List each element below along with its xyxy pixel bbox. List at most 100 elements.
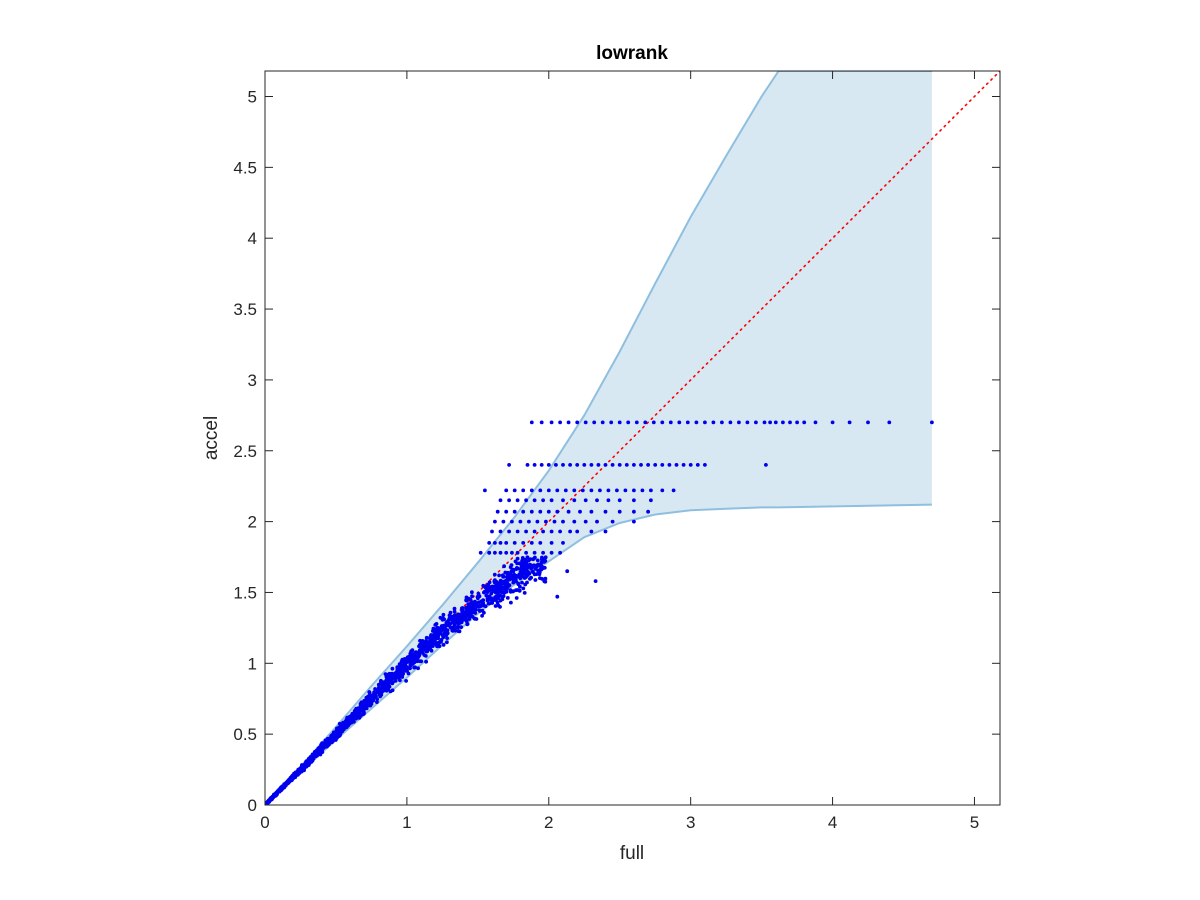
data-point xyxy=(513,559,518,564)
data-point xyxy=(498,550,503,555)
data-point xyxy=(538,541,543,545)
data-point xyxy=(463,615,468,620)
data-point xyxy=(566,509,571,514)
data-point xyxy=(538,509,543,514)
data-point xyxy=(379,688,383,693)
data-point xyxy=(543,555,548,560)
data-point xyxy=(781,420,785,425)
data-point xyxy=(512,541,517,545)
data-point xyxy=(639,463,643,467)
data-point xyxy=(501,519,506,524)
data-point xyxy=(544,519,548,524)
data-point xyxy=(402,662,407,667)
data-point xyxy=(305,763,309,768)
data-point xyxy=(442,617,447,622)
data-point xyxy=(847,420,852,425)
data-point xyxy=(516,566,520,571)
x-axis-label: full xyxy=(620,843,644,864)
data-point xyxy=(529,541,534,545)
data-point xyxy=(404,679,408,683)
data-point xyxy=(501,590,506,594)
data-point xyxy=(521,488,526,493)
data-point xyxy=(464,598,468,602)
data-point xyxy=(420,639,425,643)
data-point xyxy=(498,529,503,534)
y-axis-label: accel xyxy=(201,416,222,460)
data-point xyxy=(493,595,497,599)
data-point xyxy=(493,580,497,585)
data-point xyxy=(517,561,522,566)
data-point xyxy=(468,597,473,602)
data-point xyxy=(580,488,585,493)
data-point xyxy=(565,569,570,574)
data-point xyxy=(522,576,527,580)
data-point xyxy=(617,463,622,467)
data-point xyxy=(640,488,645,493)
data-point xyxy=(495,585,499,590)
y-tick-label: 0 xyxy=(248,796,257,815)
data-point xyxy=(446,619,450,623)
data-point xyxy=(265,801,270,805)
data-point xyxy=(617,509,622,514)
data-point xyxy=(533,578,538,582)
data-point xyxy=(563,488,568,493)
data-point xyxy=(537,570,542,575)
data-point xyxy=(525,555,530,560)
data-point xyxy=(802,420,807,425)
data-point xyxy=(703,420,707,425)
y-tick-label: 3.5 xyxy=(233,300,257,319)
data-point xyxy=(297,769,302,774)
data-point xyxy=(360,708,364,713)
data-point xyxy=(603,529,608,534)
data-point xyxy=(442,633,447,638)
data-point xyxy=(694,420,699,425)
data-point xyxy=(555,509,560,514)
data-point xyxy=(448,610,453,615)
data-point xyxy=(523,565,527,570)
data-point xyxy=(558,529,562,534)
data-point xyxy=(589,463,594,467)
data-point xyxy=(371,698,376,703)
data-point xyxy=(623,488,628,493)
data-point xyxy=(316,748,321,752)
data-point xyxy=(464,605,468,610)
data-point xyxy=(497,573,501,578)
data-point xyxy=(504,488,509,493)
data-point xyxy=(515,529,520,534)
data-point xyxy=(539,560,544,565)
data-point xyxy=(417,659,422,664)
data-point xyxy=(349,717,353,721)
data-point xyxy=(626,420,631,425)
data-point xyxy=(600,420,605,425)
data-point xyxy=(467,604,472,609)
data-point xyxy=(632,509,636,514)
data-point xyxy=(527,571,532,576)
data-point xyxy=(429,633,433,637)
data-point xyxy=(271,794,276,799)
data-point xyxy=(338,724,343,729)
data-point xyxy=(509,563,514,567)
data-point xyxy=(529,509,534,514)
data-point xyxy=(528,563,533,567)
data-point xyxy=(575,463,580,467)
data-point xyxy=(674,463,679,467)
data-point xyxy=(436,643,441,648)
data-point xyxy=(517,588,522,593)
data-point xyxy=(930,420,934,425)
data-point xyxy=(451,629,455,633)
data-point xyxy=(589,529,594,534)
data-point xyxy=(535,519,540,524)
data-point xyxy=(453,615,458,620)
data-point xyxy=(433,623,438,627)
x-tick-label: 3 xyxy=(686,813,695,832)
data-point xyxy=(412,652,417,657)
data-point xyxy=(537,562,542,567)
y-tick-label: 5 xyxy=(248,88,257,107)
data-point xyxy=(617,498,622,503)
data-point xyxy=(395,665,400,669)
data-point xyxy=(449,617,454,622)
data-point xyxy=(505,596,510,600)
data-point xyxy=(615,488,619,493)
data-point xyxy=(374,694,378,699)
data-point xyxy=(583,420,588,425)
